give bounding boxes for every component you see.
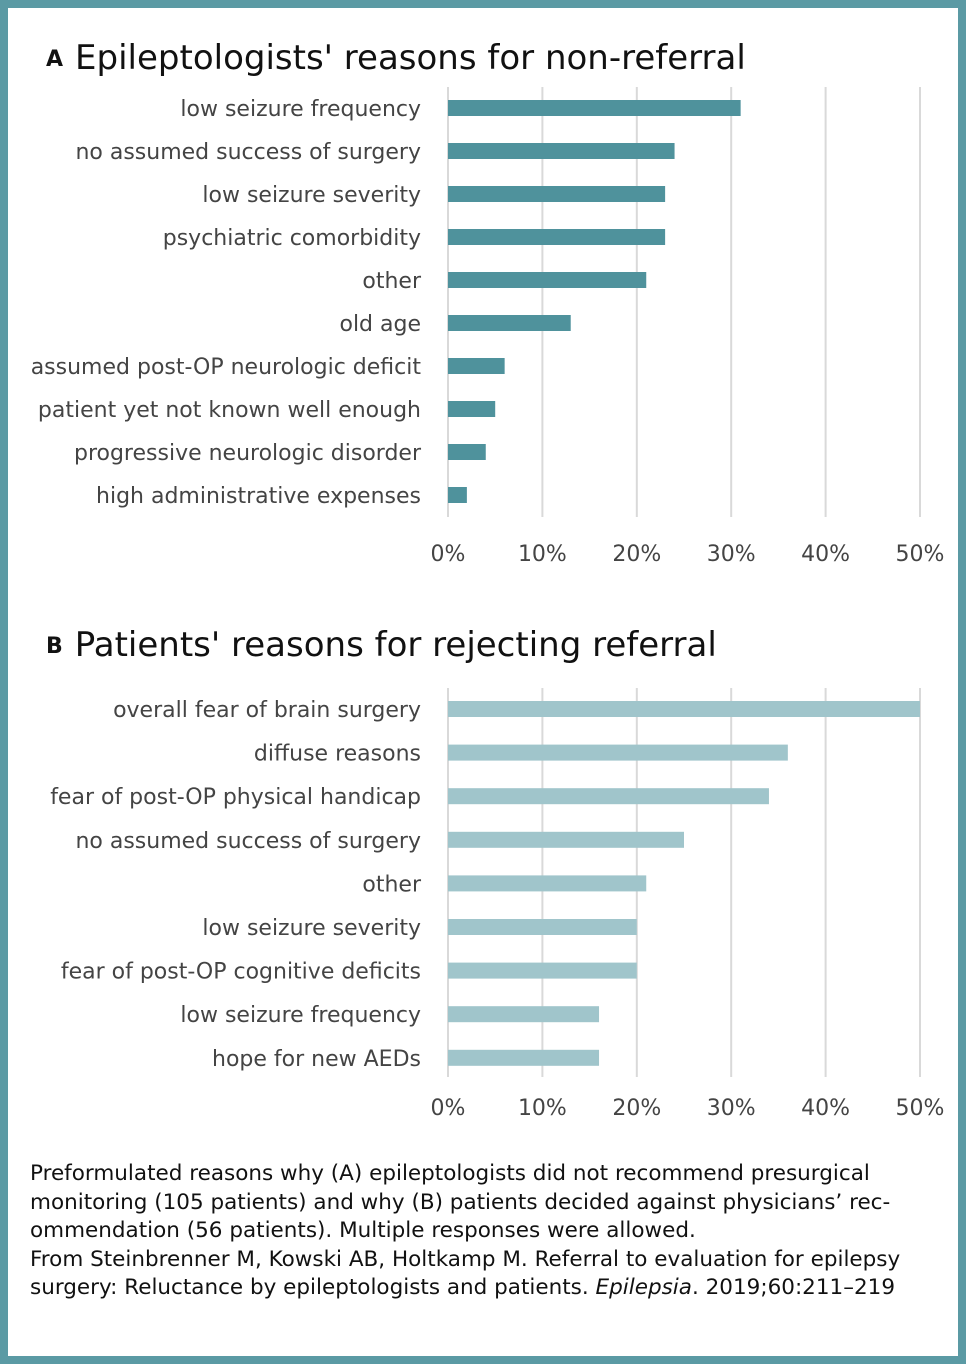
- chart-a-category-label: old age: [339, 312, 421, 337]
- chart-a: 0% 10% 20% 30% 40% 50% low seizure frequency no…: [31, 87, 945, 567]
- panel-a-title: A Epileptologists' reasons for non-referr…: [46, 38, 746, 78]
- chart-b-category-label: diffuse reasons: [254, 742, 421, 767]
- chart-a-bar: [448, 358, 505, 374]
- chart-a-tick-label: 30%: [707, 542, 756, 567]
- chart-a-tick-label: 0%: [431, 542, 466, 567]
- chart-b-bar: [448, 788, 769, 805]
- chart-b-category-label: low seizure frequency: [180, 1003, 421, 1028]
- panel-a-letter: A: [46, 47, 64, 72]
- chart-b-bar: [448, 831, 684, 848]
- chart-a-bar: [448, 444, 486, 460]
- chart-a-bar: [448, 229, 666, 245]
- chart-b-category-label: fear of post-OP cognitive deficits: [61, 960, 421, 985]
- chart-a-category-label: assumed post-OP neurologic deficit: [31, 355, 422, 380]
- chart-b-category-label: low seizure severity: [202, 916, 421, 941]
- chart-b-tick-label: 40%: [801, 1096, 850, 1121]
- chart-a-bar: [448, 487, 467, 503]
- figure-frame: A Epileptologists' reasons for non-referr…: [8, 8, 958, 1356]
- chart-b-category-label: no assumed success of surgery: [75, 829, 421, 854]
- chart-b-category-label: other: [362, 872, 422, 897]
- chart-a-category-label: progressive neurologic disorder: [74, 441, 422, 466]
- chart-a-tick-label: 40%: [801, 542, 850, 567]
- caption-journal: Epilepsia: [595, 1275, 692, 1300]
- caption-description: Preformulated reasons why (A) epileptolo…: [30, 1161, 891, 1243]
- chart-a-tick-label: 20%: [612, 542, 661, 567]
- chart-b-bar: [448, 701, 920, 717]
- chart-a-category-label: patient yet not known well enough: [38, 398, 421, 423]
- chart-a-tick-label: 50%: [896, 542, 945, 567]
- chart-a-category-label: other: [362, 269, 422, 294]
- chart-b-category-label: overall fear of brain surgery: [113, 698, 421, 723]
- chart-b-bar: [448, 744, 788, 761]
- chart-a-bar: [448, 272, 647, 288]
- caption-source-suffix: . 2019;60:211–219: [691, 1275, 896, 1300]
- chart-b-tick-label: 20%: [612, 1096, 661, 1121]
- chart-a-category-label: low seizure frequency: [180, 97, 421, 122]
- chart-a-bar: [448, 100, 741, 116]
- chart-b-tick-label: 30%: [707, 1096, 756, 1121]
- chart-a-category-label: high administrative expenses: [96, 484, 421, 509]
- panel-a-title-text: Epileptologists' reasons for non-referra…: [75, 38, 746, 78]
- chart-a-tick-label: 10%: [518, 542, 567, 567]
- figure-caption: Preformulated reasons why (A) epileptolo…: [30, 1160, 950, 1303]
- chart-a-bar: [448, 143, 675, 159]
- chart-b-tick-label: 50%: [896, 1096, 945, 1121]
- chart-a-bar: [448, 186, 666, 202]
- panel-b-letter: B: [46, 634, 63, 659]
- chart-b-bar: [448, 1049, 600, 1066]
- chart-a-category-label: psychiatric comorbidity: [163, 226, 421, 251]
- caption-source: From Steinbrenner M, Kowski AB, Holtkamp…: [30, 1246, 950, 1303]
- chart-a-category-label: low seizure severity: [202, 183, 421, 208]
- chart-b-bar: [448, 919, 637, 935]
- chart-b-bar: [448, 875, 647, 892]
- chart-a-bar: [448, 401, 496, 417]
- panel-b-title: B Patients' reasons for rejecting referra…: [46, 625, 717, 665]
- chart-b-category-label: fear of post-OP physical handicap: [50, 785, 421, 810]
- caption-source-prefix: From Steinbrenner M, Kowski AB, Holtkamp…: [30, 1246, 901, 1301]
- panel-b-title-text: Patients' reasons for rejecting referral: [74, 625, 717, 665]
- chart-b-bar: [448, 962, 637, 979]
- chart-b-category-label: hope for new AEDs: [212, 1047, 421, 1072]
- chart-b-tick-label: 0%: [431, 1096, 466, 1121]
- chart-b-tick-label: 10%: [518, 1096, 567, 1121]
- chart-a-category-label: no assumed success of surgery: [75, 140, 421, 165]
- chart-a-bar: [448, 315, 571, 331]
- chart-b: 0% 10% 20% 30% 40% 50% overall fear of brain s…: [50, 688, 945, 1121]
- chart-b-bar: [448, 1006, 600, 1023]
